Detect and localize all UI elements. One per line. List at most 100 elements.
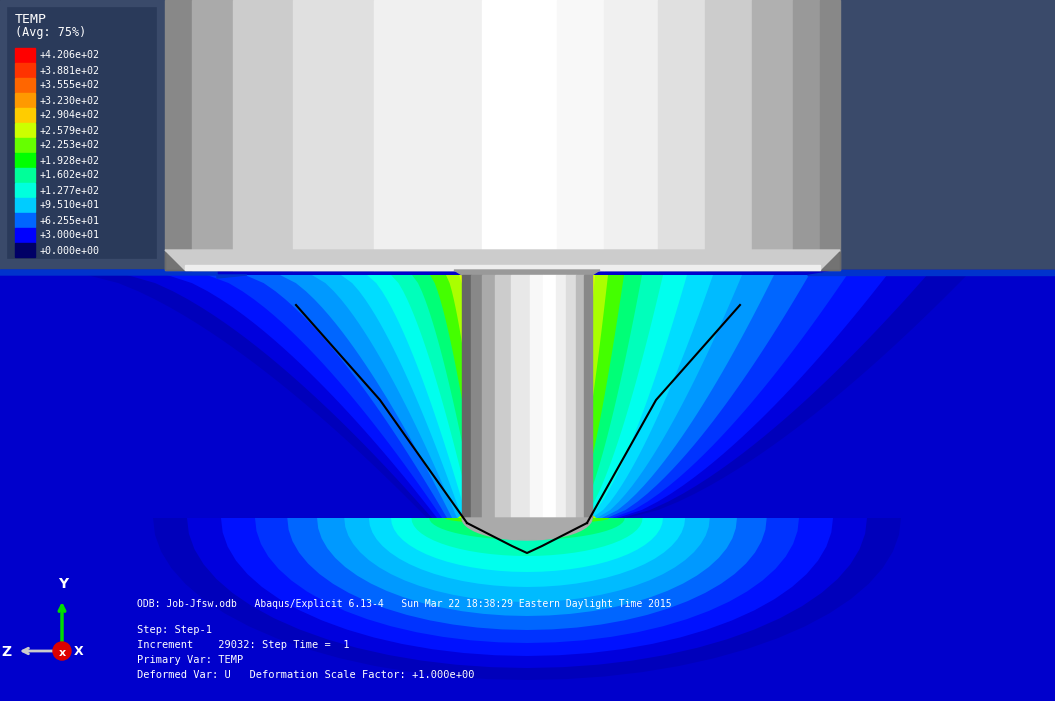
Text: Step: Step-1: Step: Step-1 bbox=[137, 625, 212, 635]
Text: +3.000e+01: +3.000e+01 bbox=[40, 231, 100, 240]
Bar bbox=[556, 0, 603, 270]
Text: +3.555e+02: +3.555e+02 bbox=[40, 81, 100, 90]
Bar bbox=[185, 265, 820, 270]
Bar bbox=[0, 0, 1055, 270]
Text: TEMP: TEMP bbox=[15, 13, 47, 26]
Text: +1.602e+02: +1.602e+02 bbox=[40, 170, 100, 180]
Bar bbox=[293, 252, 375, 270]
Bar bbox=[542, 275, 556, 518]
Bar bbox=[481, 275, 495, 518]
Polygon shape bbox=[490, 275, 565, 518]
Bar bbox=[165, 252, 192, 270]
Polygon shape bbox=[87, 275, 967, 680]
Bar bbox=[232, 252, 293, 270]
Bar bbox=[15, 153, 35, 167]
Bar bbox=[8, 8, 156, 258]
Text: +0.000e+00: +0.000e+00 bbox=[40, 245, 100, 255]
Bar bbox=[15, 108, 35, 122]
Bar bbox=[482, 0, 556, 270]
Text: +1.928e+02: +1.928e+02 bbox=[40, 156, 100, 165]
Bar bbox=[15, 228, 35, 242]
Bar bbox=[792, 0, 820, 270]
Bar bbox=[705, 0, 752, 270]
Bar bbox=[792, 252, 820, 270]
Bar bbox=[165, 252, 840, 270]
Polygon shape bbox=[471, 275, 583, 518]
Polygon shape bbox=[454, 270, 600, 275]
Polygon shape bbox=[481, 275, 573, 519]
Bar bbox=[512, 275, 530, 518]
Polygon shape bbox=[391, 275, 663, 556]
Polygon shape bbox=[503, 275, 551, 519]
Bar bbox=[565, 275, 576, 518]
Bar bbox=[576, 275, 584, 518]
Polygon shape bbox=[167, 275, 887, 656]
Bar bbox=[495, 275, 512, 518]
Polygon shape bbox=[807, 270, 1055, 275]
Text: +2.253e+02: +2.253e+02 bbox=[40, 140, 100, 151]
Text: +1.277e+02: +1.277e+02 bbox=[40, 186, 100, 196]
Text: ODB: Job-Jfsw.odb   Abaqus/Explicit 6.13-4   Sun Mar 22 18:38:29 Eastern Dayligh: ODB: Job-Jfsw.odb Abaqus/Explicit 6.13-4… bbox=[137, 599, 672, 609]
Text: +2.904e+02: +2.904e+02 bbox=[40, 111, 100, 121]
Bar bbox=[752, 0, 792, 270]
Bar bbox=[15, 63, 35, 77]
Bar bbox=[15, 168, 35, 182]
Text: Increment    29032: Step Time =  1: Increment 29032: Step Time = 1 bbox=[137, 640, 349, 650]
Bar bbox=[165, 0, 192, 270]
Polygon shape bbox=[127, 275, 927, 668]
Polygon shape bbox=[510, 275, 544, 519]
Text: +3.230e+02: +3.230e+02 bbox=[40, 95, 100, 105]
Bar bbox=[15, 198, 35, 212]
Bar bbox=[482, 252, 556, 270]
Text: x: x bbox=[58, 648, 65, 658]
Bar bbox=[820, 252, 840, 270]
Polygon shape bbox=[507, 275, 546, 519]
Bar bbox=[293, 0, 375, 270]
Bar bbox=[530, 275, 542, 518]
Polygon shape bbox=[165, 250, 840, 270]
Bar bbox=[15, 48, 35, 62]
Bar bbox=[15, 183, 35, 197]
Text: +2.579e+02: +2.579e+02 bbox=[40, 125, 100, 135]
Bar bbox=[15, 213, 35, 227]
Bar bbox=[15, 93, 35, 107]
Polygon shape bbox=[459, 275, 595, 518]
Bar bbox=[375, 0, 482, 270]
Bar bbox=[0, 270, 1055, 701]
Polygon shape bbox=[0, 270, 247, 278]
Polygon shape bbox=[446, 275, 608, 518]
Text: +4.206e+02: +4.206e+02 bbox=[40, 50, 100, 60]
Polygon shape bbox=[462, 518, 592, 540]
Circle shape bbox=[53, 642, 71, 660]
Text: +9.510e+01: +9.510e+01 bbox=[40, 200, 100, 210]
Text: Primary Var: TEMP: Primary Var: TEMP bbox=[137, 655, 244, 665]
Bar bbox=[603, 0, 657, 270]
Bar bbox=[705, 252, 752, 270]
Bar bbox=[820, 0, 840, 270]
Bar bbox=[15, 138, 35, 152]
Polygon shape bbox=[280, 275, 774, 616]
Bar bbox=[15, 78, 35, 92]
Bar bbox=[375, 252, 482, 270]
Bar bbox=[752, 252, 792, 270]
Bar bbox=[584, 275, 592, 518]
Polygon shape bbox=[312, 275, 742, 602]
Bar bbox=[462, 275, 472, 518]
Polygon shape bbox=[367, 275, 687, 572]
Bar bbox=[603, 252, 657, 270]
Bar bbox=[657, 252, 705, 270]
Polygon shape bbox=[430, 275, 624, 524]
Bar bbox=[232, 0, 293, 270]
Bar bbox=[15, 123, 35, 137]
Bar bbox=[192, 0, 232, 270]
Polygon shape bbox=[413, 275, 642, 540]
Polygon shape bbox=[245, 275, 809, 630]
Text: +6.255e+01: +6.255e+01 bbox=[40, 215, 100, 226]
Polygon shape bbox=[497, 275, 557, 519]
Text: Y: Y bbox=[58, 577, 69, 591]
Text: +3.881e+02: +3.881e+02 bbox=[40, 65, 100, 76]
Bar bbox=[15, 243, 35, 257]
Bar bbox=[556, 275, 565, 518]
Bar bbox=[472, 275, 481, 518]
Text: X: X bbox=[74, 645, 83, 658]
